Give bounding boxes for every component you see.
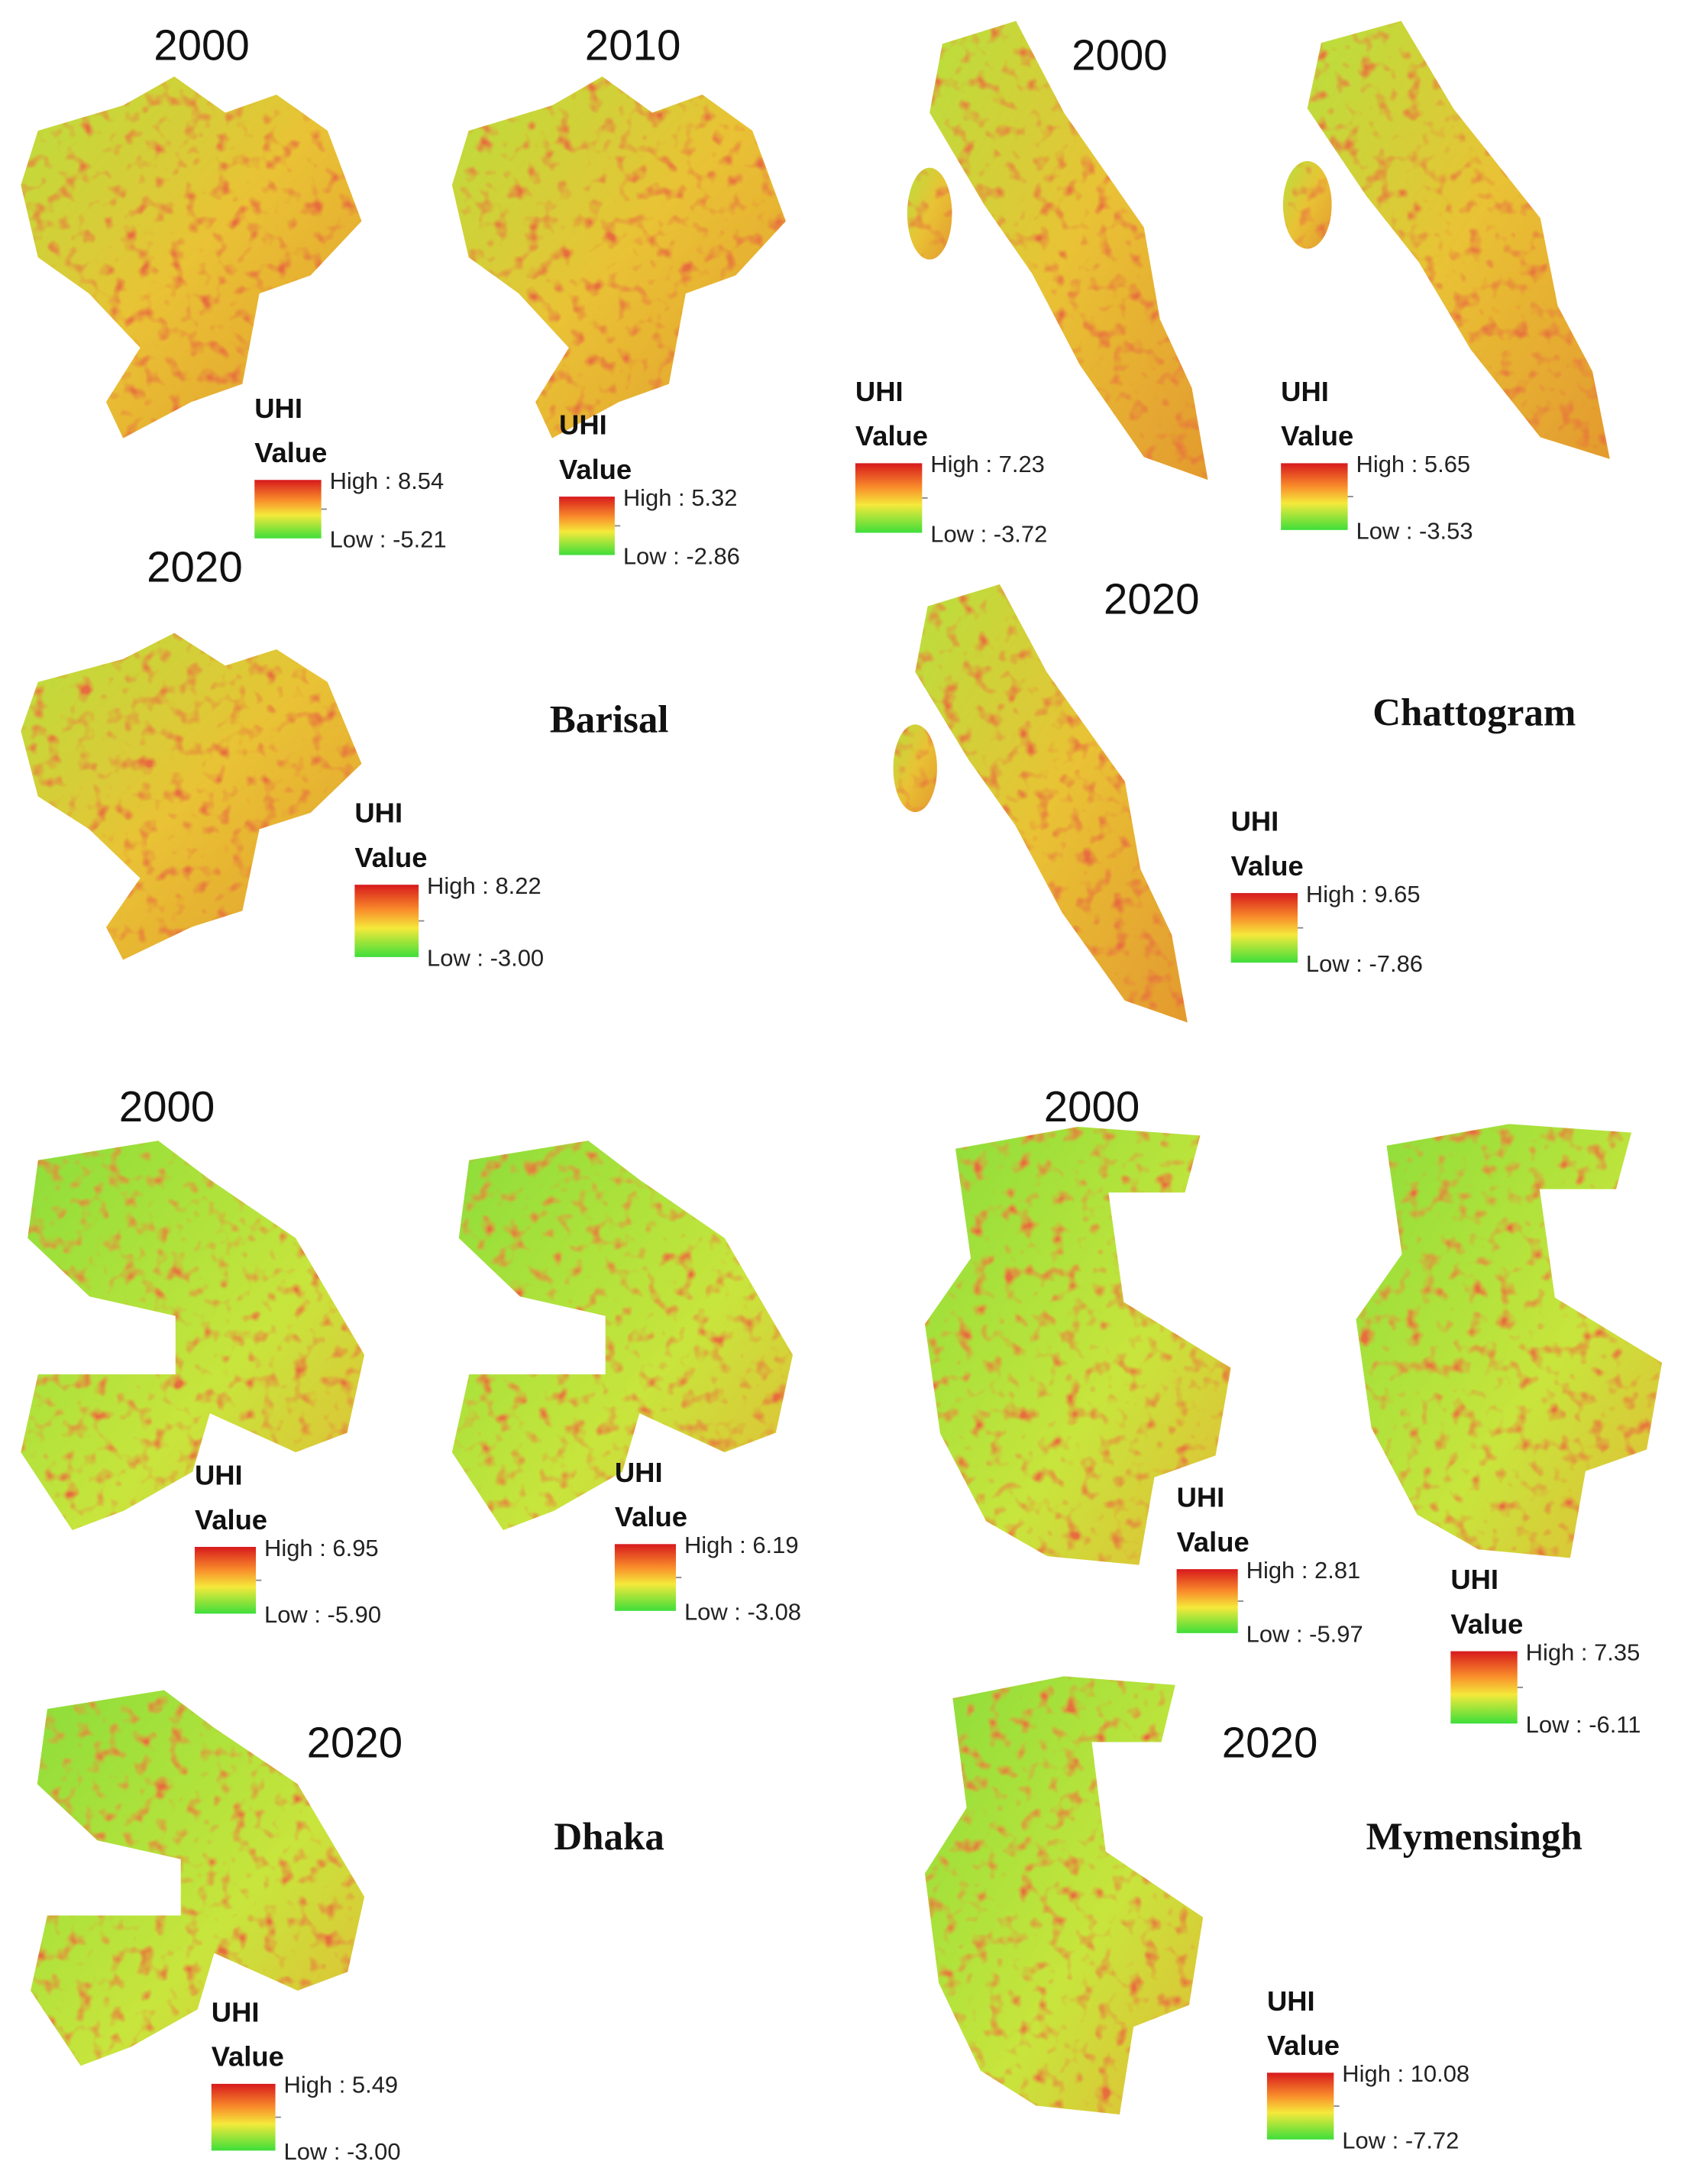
year-label: 2010	[585, 21, 681, 70]
legend-low: Low : -3.00	[283, 2138, 400, 2165]
legend-low: Low : -7.72	[1342, 2127, 1459, 2154]
year-label: 2020	[1222, 1718, 1318, 1766]
legend-subtitle: Value	[1267, 2030, 1340, 2061]
legend-title: UHI	[212, 1996, 260, 2027]
legend-title: UHI	[1267, 1985, 1315, 2017]
year-label: 2020	[307, 1718, 403, 1766]
legend-title: UHI	[1281, 376, 1329, 407]
legend-ramp	[855, 463, 923, 533]
year-label: 2000	[1044, 1082, 1140, 1131]
district-map	[915, 584, 1188, 1023]
district-map	[924, 1676, 1204, 2114]
district-map	[31, 1690, 365, 2066]
legend-high: High : 7.35	[1526, 1639, 1641, 1665]
district-map	[1307, 21, 1610, 459]
legend-ramp	[254, 480, 322, 539]
legend-title: UHI	[855, 376, 904, 407]
region-name: Mymensingh	[1366, 1816, 1582, 1859]
legend-high: High : 5.65	[1356, 451, 1470, 477]
legend-ramp	[1230, 893, 1298, 963]
legend-title: UHI	[1177, 1482, 1225, 1513]
legend-title: UHI	[1231, 806, 1279, 837]
year-label: 2000	[119, 1082, 215, 1131]
district-map	[21, 76, 362, 438]
district-map	[451, 76, 786, 438]
legend-title: UHI	[254, 393, 302, 424]
legend-subtitle: Value	[615, 1501, 687, 1532]
legend-subtitle: Value	[559, 454, 632, 485]
legend-ramp	[194, 1546, 257, 1614]
legend-ramp	[1281, 463, 1348, 530]
legend-ramp	[211, 2083, 276, 2151]
legend-low: Low : -5.21	[330, 526, 447, 553]
legend-high: High : 5.32	[623, 484, 738, 511]
legend-subtitle: Value	[254, 437, 327, 468]
legend-low: Low : -5.97	[1246, 1621, 1363, 1648]
legend-low: Low : -5.90	[264, 1601, 381, 1628]
legend-subtitle: Value	[1177, 1526, 1249, 1558]
district-map	[21, 633, 362, 960]
legend-subtitle: Value	[354, 842, 427, 873]
legend-title: UHI	[615, 1457, 663, 1488]
island-map	[1282, 160, 1332, 249]
legend-low: Low : -7.86	[1306, 950, 1423, 977]
district-map	[929, 21, 1208, 480]
legend-subtitle: Value	[212, 2041, 284, 2072]
legend-high: High : 7.23	[930, 451, 1045, 477]
island-map	[893, 724, 937, 813]
legend-ramp	[1450, 1651, 1518, 1724]
legend-low: Low : -3.00	[427, 945, 544, 972]
legend-title: UHI	[1450, 1564, 1498, 1595]
legend-high: High : 8.54	[330, 468, 445, 494]
district-map	[924, 1127, 1231, 1565]
legend-low: Low : -6.11	[1526, 1711, 1641, 1738]
district-map	[451, 1141, 793, 1531]
legend-title: UHI	[354, 798, 402, 829]
legend-subtitle: Value	[1450, 1608, 1523, 1639]
region-name: Dhaka	[554, 1816, 664, 1859]
legend-ramp	[559, 497, 615, 555]
year-label: 2000	[154, 21, 250, 70]
legend-ramp	[1176, 1569, 1238, 1633]
district-map	[1356, 1124, 1663, 1558]
year-label: 2020	[147, 543, 243, 591]
legend-high: High : 10.08	[1342, 2060, 1469, 2087]
legend-high: High : 9.65	[1306, 881, 1421, 908]
legend-high: High : 6.95	[264, 1535, 379, 1561]
legend-subtitle: Value	[1281, 420, 1353, 451]
legend-ramp	[354, 885, 419, 957]
legend-low: Low : -2.86	[623, 542, 740, 569]
region-name: Chattogram	[1372, 692, 1576, 735]
legend-high: High : 5.49	[283, 2072, 398, 2098]
year-label: 2020	[1104, 574, 1200, 623]
district-map	[21, 1141, 365, 1531]
region-name: Barisal	[550, 699, 669, 742]
legend-subtitle: Value	[1231, 850, 1304, 882]
legend-title: UHI	[559, 409, 607, 441]
legend-low: Low : -3.72	[930, 520, 1047, 547]
legend-ramp	[1266, 2072, 1334, 2140]
legend-high: High : 6.19	[684, 1532, 799, 1558]
legend-high: High : 8.22	[427, 872, 541, 899]
island-map	[907, 167, 952, 260]
year-label: 2000	[1072, 31, 1168, 79]
legend-subtitle: Value	[195, 1504, 267, 1535]
legend-ramp	[614, 1544, 677, 1611]
legend-title: UHI	[195, 1460, 243, 1491]
legend-high: High : 2.81	[1246, 1557, 1361, 1584]
legend-subtitle: Value	[855, 420, 928, 451]
legend-low: Low : -3.08	[684, 1599, 801, 1626]
legend-low: Low : -3.53	[1356, 518, 1473, 545]
